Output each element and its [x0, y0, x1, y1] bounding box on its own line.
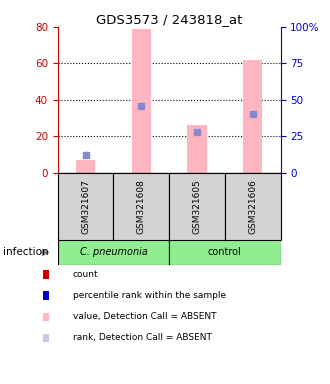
- Bar: [114, 173, 169, 240]
- Bar: [58, 240, 169, 265]
- Text: value, Detection Call = ABSENT: value, Detection Call = ABSENT: [73, 312, 216, 321]
- Bar: [58, 173, 114, 240]
- Text: GSM321605: GSM321605: [192, 179, 202, 234]
- Title: GDS3573 / 243818_at: GDS3573 / 243818_at: [96, 13, 242, 26]
- Bar: [132, 29, 151, 173]
- Bar: [187, 125, 207, 173]
- Bar: [169, 240, 280, 265]
- Text: rank, Detection Call = ABSENT: rank, Detection Call = ABSENT: [73, 333, 212, 343]
- Text: count: count: [73, 270, 98, 279]
- Text: percentile rank within the sample: percentile rank within the sample: [73, 291, 226, 300]
- Text: GSM321606: GSM321606: [248, 179, 257, 234]
- Text: GSM321608: GSM321608: [137, 179, 146, 234]
- Bar: [225, 173, 280, 240]
- Text: GSM321607: GSM321607: [81, 179, 90, 234]
- Bar: [243, 60, 262, 173]
- Bar: [169, 173, 225, 240]
- Text: control: control: [208, 247, 242, 258]
- Bar: [76, 160, 95, 173]
- Text: infection: infection: [3, 247, 49, 258]
- Text: C. pneumonia: C. pneumonia: [80, 247, 148, 258]
